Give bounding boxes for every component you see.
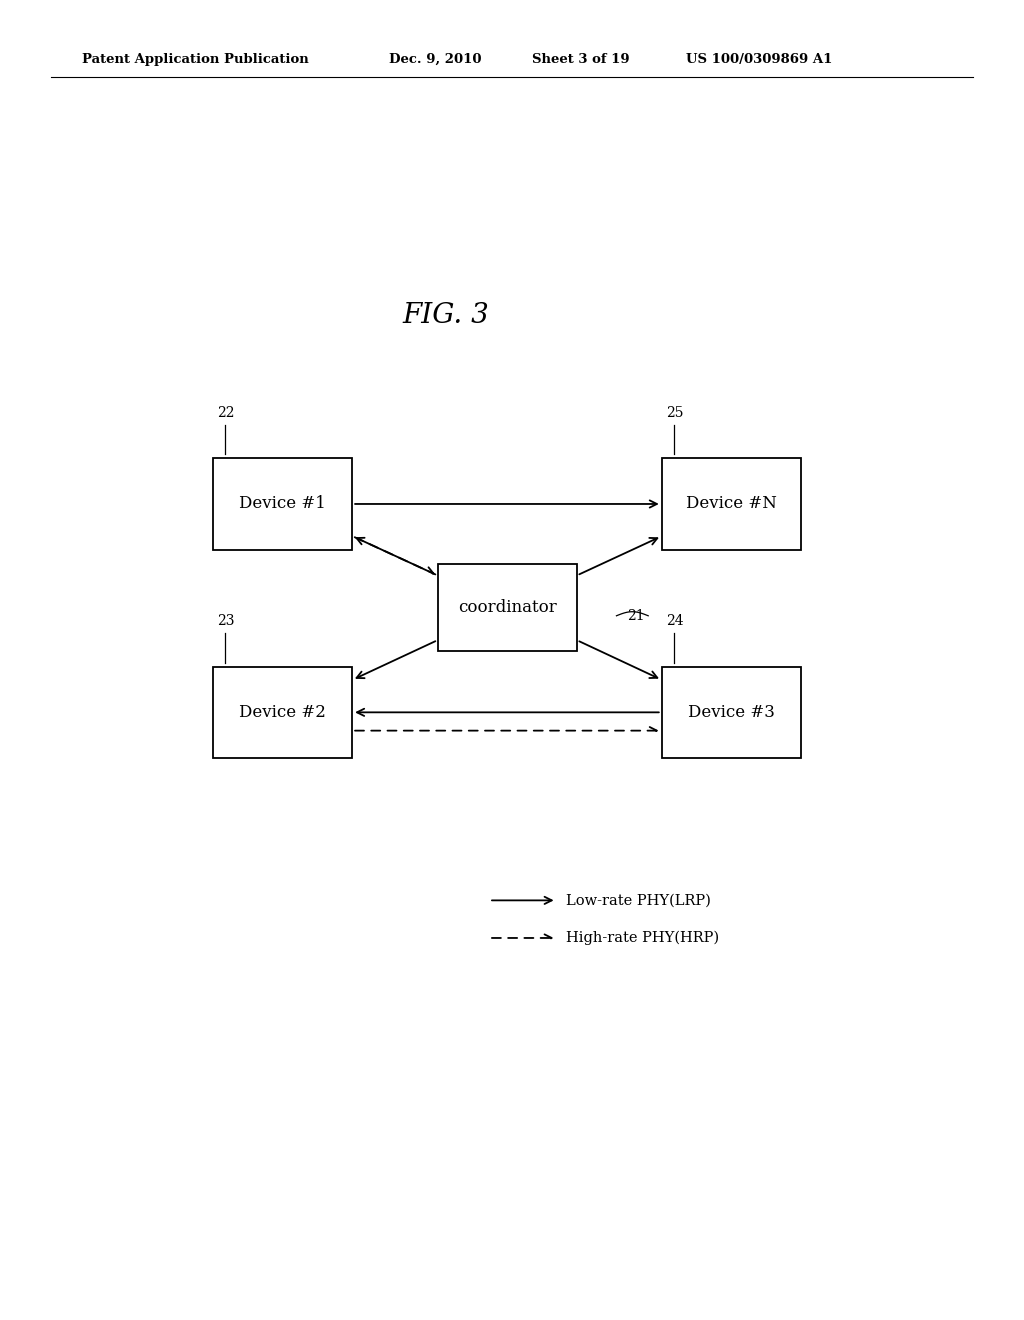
Text: 25: 25 — [666, 405, 683, 420]
Text: Device #1: Device #1 — [240, 495, 327, 512]
Text: Patent Application Publication: Patent Application Publication — [82, 53, 308, 66]
Text: 24: 24 — [666, 614, 683, 628]
Text: 23: 23 — [217, 614, 234, 628]
Text: coordinator: coordinator — [458, 599, 557, 616]
Bar — [213, 667, 352, 758]
Text: US 100/0309869 A1: US 100/0309869 A1 — [686, 53, 833, 66]
Bar — [438, 565, 577, 651]
Text: Low-rate PHY(LRP): Low-rate PHY(LRP) — [566, 894, 711, 907]
Text: High-rate PHY(HRP): High-rate PHY(HRP) — [566, 931, 719, 945]
Text: Device #2: Device #2 — [240, 704, 327, 721]
Text: Sheet 3 of 19: Sheet 3 of 19 — [532, 53, 630, 66]
Bar — [662, 667, 801, 758]
Text: FIG. 3: FIG. 3 — [402, 302, 488, 330]
Text: Dec. 9, 2010: Dec. 9, 2010 — [389, 53, 481, 66]
Text: Device #N: Device #N — [686, 495, 776, 512]
Text: 22: 22 — [217, 405, 234, 420]
Text: 21: 21 — [627, 609, 644, 623]
Text: Device #3: Device #3 — [688, 704, 774, 721]
Bar — [662, 458, 801, 549]
Bar — [213, 458, 352, 549]
